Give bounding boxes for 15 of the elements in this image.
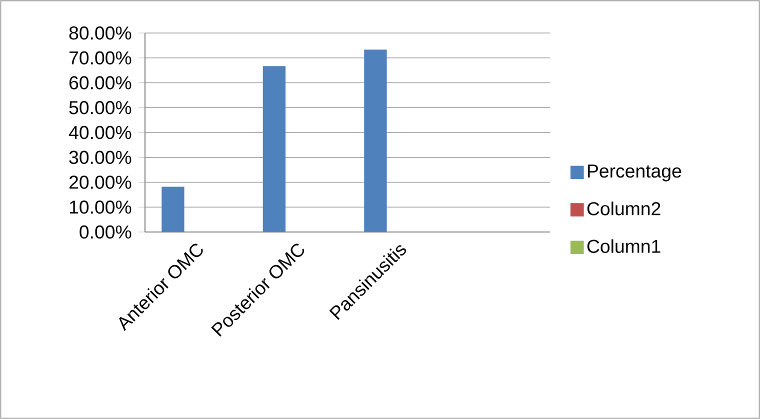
bar <box>364 50 387 232</box>
bar <box>262 66 286 232</box>
legend-label: Percentage <box>588 164 682 182</box>
bar <box>162 186 184 232</box>
legend-label: Column2 <box>587 202 660 216</box>
y-tick-label: 40.00% <box>68 126 132 140</box>
y-tick-label: 60.00% <box>69 76 132 90</box>
y-tick-label: 10.00% <box>70 200 132 214</box>
y-tick-label: 50.00% <box>69 101 132 114</box>
legend-label: Column1 <box>587 239 660 253</box>
y-tick-label: 70.00% <box>70 51 132 64</box>
y-tick-label: 30.00% <box>69 150 132 164</box>
y-tick-label: 0.00% <box>80 225 132 239</box>
y-tick-label: 80.00% <box>69 26 132 40</box>
y-tick-label: 20.00% <box>69 176 132 189</box>
